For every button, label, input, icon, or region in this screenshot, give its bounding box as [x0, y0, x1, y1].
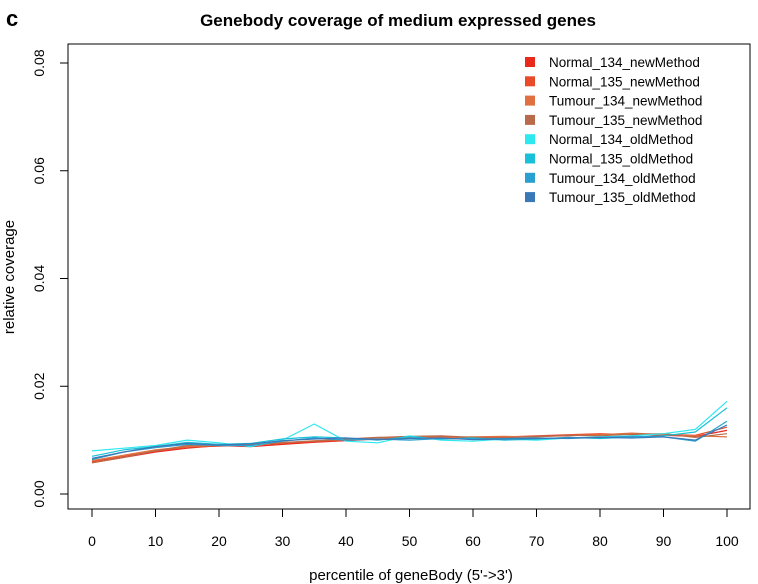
legend-swatch [525, 95, 535, 106]
legend-label: Tumour_134_oldMethod [549, 171, 696, 186]
chart-title: Genebody coverage of medium expressed ge… [200, 11, 596, 30]
legend-swatch [525, 134, 535, 145]
y-axis: 0.00 0.02 0.04 0.06 0.08 [31, 49, 68, 508]
legend-label: Normal_135_oldMethod [549, 152, 693, 167]
x-tick-label: 100 [715, 533, 739, 549]
x-tick-label: 70 [529, 533, 545, 549]
x-tick-label: 80 [592, 533, 608, 549]
x-tick-label: 40 [338, 533, 354, 549]
x-tick-label: 20 [211, 533, 227, 549]
x-tick-label: 90 [656, 533, 672, 549]
panel-label: c [6, 6, 18, 31]
x-tick-label: 10 [148, 533, 164, 549]
x-tick-label: 30 [275, 533, 291, 549]
y-axis-label: relative coverage [1, 220, 18, 334]
y-tick-label: 0.02 [31, 372, 47, 399]
legend-swatch [525, 172, 535, 183]
x-tick-label: 0 [88, 533, 96, 549]
x-axis-label: percentile of geneBody (5'->3') [309, 567, 513, 584]
series-lines [91, 400, 728, 464]
y-tick-label: 0.00 [31, 480, 47, 507]
legend-swatch [525, 192, 535, 203]
legend-label: Tumour_135_oldMethod [549, 190, 696, 205]
legend-swatch [525, 57, 535, 67]
legend-label: Normal_134_newMethod [549, 55, 700, 70]
x-tick-label: 50 [402, 533, 418, 549]
series-line-tumour-134-oldmethod [91, 420, 728, 461]
legend-swatch [525, 114, 535, 125]
series-line-normal-135-oldmethod [91, 407, 728, 457]
legend-label: Normal_134_oldMethod [549, 132, 693, 147]
legend-label: Tumour_134_newMethod [549, 94, 702, 109]
legend-swatch [525, 76, 535, 87]
y-tick-label: 0.04 [31, 265, 47, 292]
y-tick-label: 0.06 [31, 157, 47, 184]
x-axis: 0 10 20 30 40 50 60 70 80 90 100 [88, 509, 739, 549]
y-tick-label: 0.08 [31, 49, 47, 76]
x-tick-label: 60 [465, 533, 481, 549]
legend: Normal_134_newMethod Normal_135_newMethod… [525, 55, 702, 205]
series-line-tumour-135-oldmethod [91, 424, 728, 459]
legend-label: Normal_135_newMethod [549, 74, 700, 89]
legend-swatch [525, 153, 535, 164]
legend-label: Tumour_135_newMethod [549, 113, 702, 128]
